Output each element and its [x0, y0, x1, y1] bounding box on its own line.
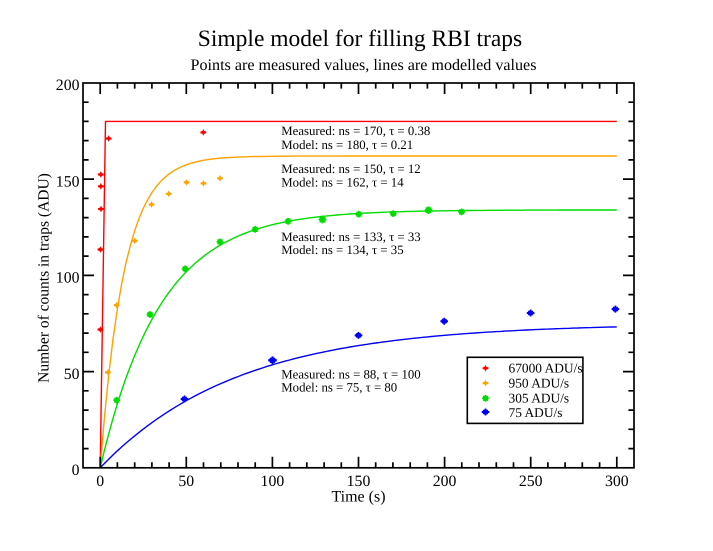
svg-text:200: 200 — [433, 473, 457, 490]
svg-text:Model: ns = 134, τ = 35: Model: ns = 134, τ = 35 — [281, 243, 403, 257]
svg-text:50: 50 — [178, 473, 194, 490]
svg-text:67000 ADU/s: 67000 ADU/s — [509, 361, 583, 376]
svg-text:Model: ns = 162, τ = 14: Model: ns = 162, τ = 14 — [281, 176, 404, 190]
svg-text:300: 300 — [605, 473, 629, 490]
svg-text:0: 0 — [96, 473, 104, 490]
svg-text:100: 100 — [261, 473, 285, 490]
svg-text:75 ADU/s: 75 ADU/s — [509, 405, 563, 420]
svg-text:Model: ns = 180, τ = 0.21: Model: ns = 180, τ = 0.21 — [281, 138, 413, 152]
svg-text:305 ADU/s: 305 ADU/s — [509, 390, 570, 405]
svg-text:200: 200 — [56, 77, 80, 94]
svg-text:Measured: ns = 170, τ = 0.38: Measured: ns = 170, τ = 0.38 — [281, 124, 430, 138]
svg-text:Measured: ns = 133, τ = 33: Measured: ns = 133, τ = 33 — [281, 230, 420, 244]
svg-text:50: 50 — [64, 366, 80, 383]
svg-text:Model: ns = 75, τ = 80: Model: ns = 75, τ = 80 — [281, 381, 397, 395]
svg-text:Points are measured values, li: Points are measured values, lines are mo… — [191, 57, 537, 74]
svg-text:150: 150 — [56, 173, 80, 190]
svg-text:Simple model for filling RBI t: Simple model for filling RBI traps — [198, 26, 522, 52]
svg-text:0: 0 — [72, 462, 80, 479]
svg-text:150: 150 — [347, 473, 371, 490]
svg-text:Number of counts in traps (ADU: Number of counts in traps (ADU) — [36, 173, 53, 383]
svg-text:250: 250 — [519, 473, 543, 490]
svg-text:100: 100 — [56, 270, 80, 287]
svg-text:950 ADU/s: 950 ADU/s — [509, 376, 570, 391]
svg-text:Measured: ns = 88, τ = 100: Measured: ns = 88, τ = 100 — [281, 368, 420, 382]
svg-text:Measured: ns = 150, τ = 12: Measured: ns = 150, τ = 12 — [281, 162, 420, 176]
svg-text:Time (s): Time (s) — [331, 489, 385, 506]
